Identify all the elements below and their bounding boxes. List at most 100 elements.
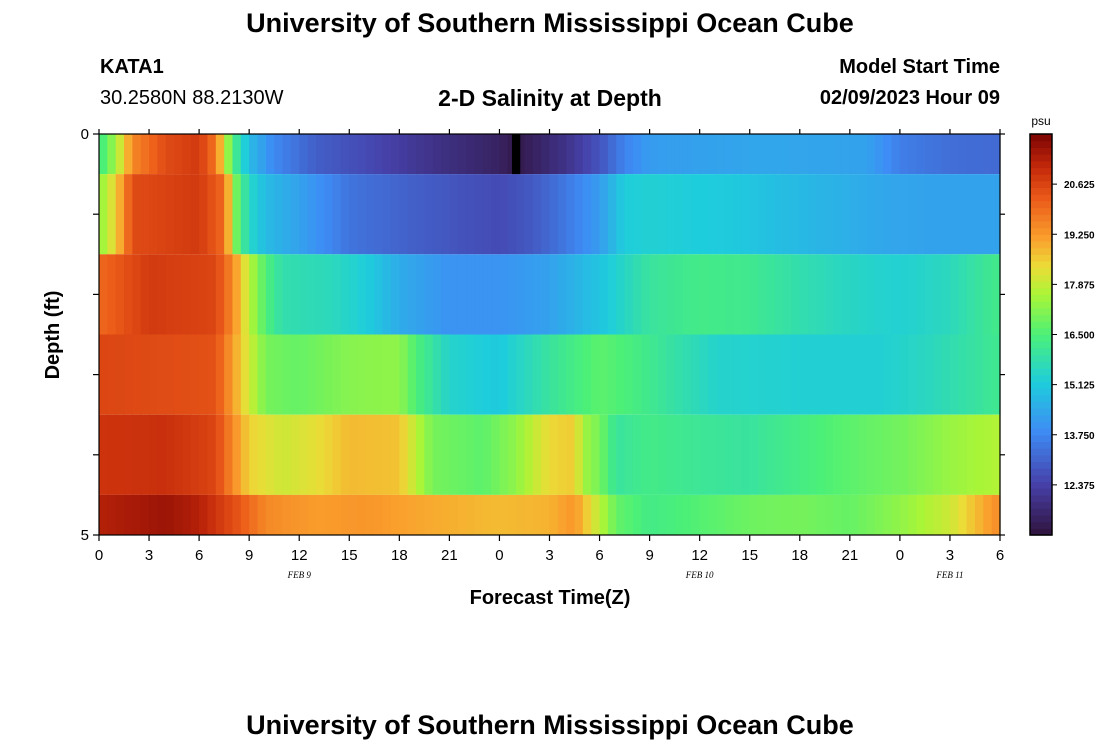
heatmap-cell [858, 494, 868, 535]
heatmap-cell [215, 134, 225, 175]
heatmap-cell [224, 494, 234, 535]
heatmap-cell [874, 334, 884, 415]
heatmap-cell [199, 174, 209, 255]
heatmap-cell [240, 334, 250, 415]
colorbar-swatch [1030, 307, 1052, 316]
heatmap-cell [449, 494, 459, 535]
heatmap-cell [641, 134, 651, 175]
heatmap-cell [974, 134, 984, 175]
heatmap-cell [708, 414, 717, 495]
heatmap-cell [991, 134, 1001, 175]
heatmap-cell [382, 174, 392, 255]
heatmap-cell [924, 414, 934, 495]
heatmap-cell [666, 494, 676, 535]
heatmap-cell [524, 254, 534, 335]
heatmap-cell [416, 494, 425, 535]
heatmap-cell [516, 334, 526, 415]
heatmap-cell [157, 414, 167, 495]
heatmap-cell [315, 494, 325, 535]
heatmap-cell [758, 254, 767, 335]
colorbar-swatch [1030, 160, 1052, 169]
heatmap-cell [657, 174, 667, 255]
heatmap-cell [774, 254, 784, 335]
heatmap-cell [407, 414, 417, 495]
heatmap-cell [290, 414, 300, 495]
heatmap-cell [424, 334, 434, 415]
heatmap-cell [566, 134, 576, 175]
heatmap-cell [708, 174, 717, 255]
heatmap-cell [349, 494, 359, 535]
heatmap-cell [132, 134, 142, 175]
heatmap-cell [290, 494, 300, 535]
heatmap-cell [466, 254, 476, 335]
heatmap-cell [941, 414, 951, 495]
colorbar-swatch [1030, 521, 1052, 529]
heatmap-cell [991, 174, 1001, 255]
heatmap-cell [724, 334, 734, 415]
heatmap-cell [199, 134, 209, 175]
heatmap-cell [107, 334, 117, 415]
heatmap-cell [257, 254, 267, 335]
colorbar-swatch [1030, 294, 1052, 302]
heatmap-cell [482, 174, 492, 255]
heatmap-cell [315, 414, 325, 495]
heatmap-cell [132, 494, 142, 535]
heatmap-cells [99, 134, 1001, 535]
heatmap-cell [349, 134, 359, 175]
heatmap-cell [315, 334, 325, 415]
heatmap-cell [958, 254, 968, 335]
heatmap-cell [766, 494, 776, 535]
heatmap-cell [340, 414, 350, 495]
footer-title: University of Southern Mississippi Ocean… [246, 710, 854, 740]
heatmap-cell [657, 134, 667, 175]
heatmap-cell [883, 134, 893, 175]
heatmap-cell [507, 494, 517, 535]
heatmap-cell [457, 174, 467, 255]
heatmap-cell [891, 134, 901, 175]
colorbar-swatch [1030, 441, 1052, 449]
heatmap-cell [808, 174, 818, 255]
heatmap-cell [390, 334, 400, 415]
heatmap-cell [549, 174, 559, 255]
heatmap-cell [240, 494, 250, 535]
colorbar-swatch [1030, 220, 1052, 229]
heatmap-cell [766, 414, 776, 495]
heatmap-cell [983, 174, 993, 255]
heatmap-cell [891, 414, 901, 495]
heatmap-cell [883, 174, 893, 255]
heatmap-cell [399, 134, 409, 175]
heatmap-cell [274, 254, 284, 335]
heatmap-cell [566, 174, 576, 255]
heatmap-cell [457, 414, 467, 495]
heatmap-cell [532, 174, 542, 255]
heatmap-cell [816, 414, 826, 495]
colorbar-swatch [1030, 194, 1052, 202]
heatmap-cell [115, 134, 125, 175]
heatmap-cell [449, 134, 459, 175]
heatmap-cell [974, 334, 984, 415]
colorbar-swatch [1030, 260, 1052, 269]
heatmap-cell [107, 494, 117, 535]
heatmap-cell [249, 174, 259, 255]
heatmap-cell [908, 174, 918, 255]
heatmap-cell [682, 254, 692, 335]
heatmap-cell [983, 494, 993, 535]
heatmap-cell [808, 494, 818, 535]
heatmap-cell [507, 334, 517, 415]
heatmap-cell [140, 494, 150, 535]
heatmap-cell [808, 334, 818, 415]
heatmap-cell [983, 134, 993, 175]
heatmap-cell [724, 174, 734, 255]
heatmap-cell [441, 254, 450, 335]
heatmap-cell [190, 174, 200, 255]
heatmap-cell [891, 254, 901, 335]
heatmap-cell [557, 414, 567, 495]
heatmap-cell [424, 134, 434, 175]
heatmap-cell [749, 174, 759, 255]
heatmap-cell [549, 414, 559, 495]
heatmap-cell [799, 134, 809, 175]
heatmap-cell [591, 494, 601, 535]
heatmap-cell [941, 494, 951, 535]
heatmap-cell [99, 334, 108, 415]
heatmap-cell [591, 254, 601, 335]
